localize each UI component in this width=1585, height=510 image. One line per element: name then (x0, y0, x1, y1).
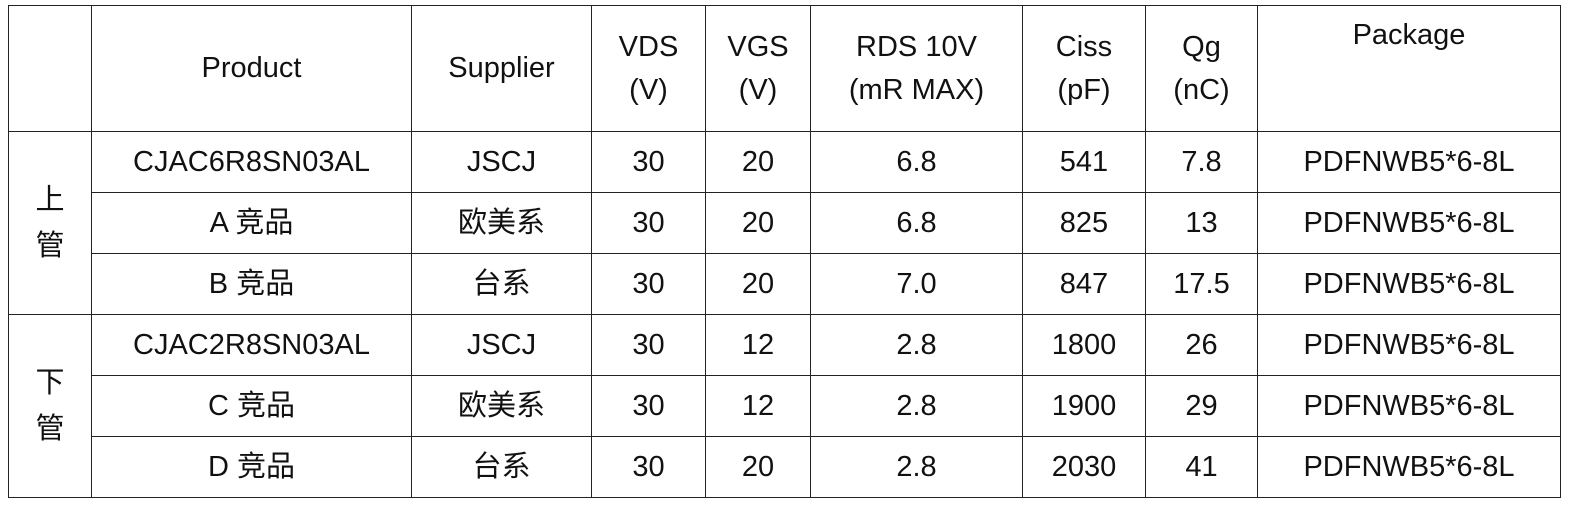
header-text: (pF) (1057, 73, 1111, 106)
cell-rds: 2.8 (810, 314, 1023, 376)
cell-ciss: 847 (1022, 253, 1146, 315)
header-ciss: Ciss (pF) (1022, 5, 1146, 132)
header-rds: RDS 10V (mR MAX) (810, 5, 1023, 132)
cell-product: A 竞品 (91, 192, 412, 254)
group-label-text: 管 (35, 230, 65, 262)
cell-package: PDFNWB5*6-8L (1257, 192, 1561, 254)
header-package: Package (1257, 5, 1561, 132)
header-text: VGS (727, 31, 789, 64)
header-text: RDS 10V (856, 31, 977, 64)
cell-rds: 2.8 (810, 436, 1023, 498)
mosfet-comparison-table: Product Supplier VDS (V) VGS (V) RDS 10V (mR MA… (8, 5, 1561, 498)
cell-ciss: 541 (1022, 131, 1146, 193)
header-text: Package (1352, 19, 1466, 51)
cell-ciss: 1900 (1022, 375, 1146, 437)
cell-qg: 41 (1145, 436, 1258, 498)
header-supplier: Supplier (411, 5, 592, 132)
cell-vds: 30 (591, 192, 706, 254)
header-text: (nC) (1173, 73, 1230, 106)
table-row: B 竞品 台系 30 20 7.0 847 17.5 PDFNWB5*6-8L (9, 253, 1561, 315)
cell-vgs: 12 (705, 314, 811, 376)
group-label-text: 下 (35, 366, 65, 399)
cell-package: PDFNWB5*6-8L (1257, 436, 1561, 498)
cell-ciss: 2030 (1022, 436, 1146, 498)
cell-qg: 26 (1145, 314, 1258, 376)
cell-qg: 29 (1145, 375, 1258, 437)
table-row: 上管 CJAC6R8SN03AL JSCJ 30 20 6.8 541 7.8 PDFNWB5*… (8, 131, 1561, 315)
cell-ciss: 825 (1022, 192, 1146, 254)
cell-supplier: JSCJ (411, 314, 592, 376)
cell-supplier: 台系 (411, 436, 592, 498)
header-row: Product Supplier VDS (V) VGS (V) RDS 10V (mR MA… (8, 5, 1561, 132)
cell-vds: 30 (591, 253, 706, 315)
cell-supplier: 台系 (411, 253, 592, 315)
cell-supplier: 欧美系 (411, 375, 592, 437)
cell-qg: 17.5 (1145, 253, 1258, 315)
cell-vgs: 12 (705, 375, 811, 437)
cell-rds: 7.0 (810, 253, 1023, 315)
cell-package: PDFNWB5*6-8L (1257, 253, 1561, 315)
cell-product: D 竞品 (91, 436, 412, 498)
cell-qg: 13 (1145, 192, 1258, 254)
cell-vgs: 20 (705, 436, 811, 498)
table-row: D 竞品 台系 30 20 2.8 2030 41 PDFNWB5*6-8L (9, 436, 1561, 498)
cell-ciss: 1800 (1022, 314, 1146, 376)
header-text: Qg (1182, 31, 1221, 64)
header-product: Product (91, 5, 412, 132)
cell-vgs: 20 (705, 192, 811, 254)
header-text: (V) (738, 73, 778, 106)
table-row: A 竞品 欧美系 30 20 6.8 825 13 PDFNWB5*6-8L (9, 192, 1561, 254)
header-text: Supplier (448, 52, 555, 85)
cell-rds: 6.8 (810, 192, 1023, 254)
cell-qg: 7.8 (1145, 131, 1258, 193)
cell-product: C 竞品 (91, 375, 412, 437)
header-text: (V) (629, 73, 668, 106)
cell-package: PDFNWB5*6-8L (1257, 131, 1561, 193)
header-text: (mR MAX) (848, 73, 985, 106)
group-label: 上管 (8, 131, 92, 315)
cell-product: B 竞品 (91, 253, 412, 315)
header-group (8, 5, 92, 132)
cell-supplier: JSCJ (411, 131, 592, 193)
group-label-text: 上 (35, 183, 65, 216)
cell-product: CJAC6R8SN03AL (91, 131, 412, 193)
group-label-text: 管 (35, 413, 65, 445)
cell-supplier: 欧美系 (411, 192, 592, 254)
header-vgs: VGS (V) (705, 5, 811, 132)
cell-rds: 6.8 (810, 131, 1023, 193)
cell-vds: 30 (591, 314, 706, 376)
table-row: C 竞品 欧美系 30 12 2.8 1900 29 PDFNWB5*6-8L (9, 375, 1561, 437)
header-qg: Qg (nC) (1145, 5, 1258, 132)
cell-vds: 30 (591, 436, 706, 498)
header-text: Product (201, 52, 302, 85)
cell-vds: 30 (591, 375, 706, 437)
group-label: 下管 (8, 314, 92, 498)
cell-vds: 30 (591, 131, 706, 193)
header-text: VDS (618, 31, 679, 64)
cell-vgs: 20 (705, 253, 811, 315)
cell-package: PDFNWB5*6-8L (1257, 375, 1561, 437)
cell-package: PDFNWB5*6-8L (1257, 314, 1561, 376)
cell-rds: 2.8 (810, 375, 1023, 437)
cell-vgs: 20 (705, 131, 811, 193)
header-text: Ciss (1055, 31, 1113, 64)
table-row: 下管 CJAC2R8SN03AL JSCJ 30 12 2.8 1800 26 PDFNWB5*… (8, 314, 1561, 498)
header-vds: VDS (V) (591, 5, 706, 132)
cell-product: CJAC2R8SN03AL (91, 314, 412, 376)
